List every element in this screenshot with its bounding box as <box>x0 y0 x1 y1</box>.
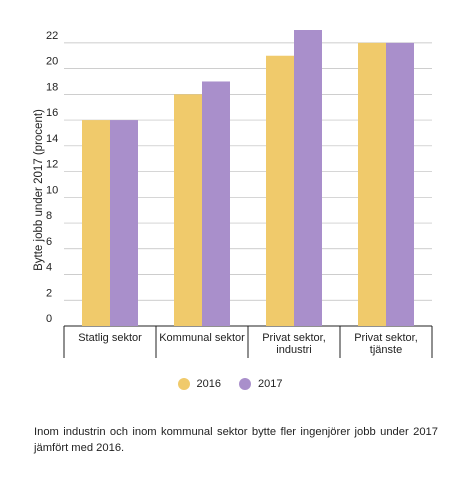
legend-swatch-2016 <box>177 378 190 390</box>
chart-caption: Inom industrin och inom kommunal sektor … <box>34 426 438 454</box>
bar-2016-2 <box>266 55 294 326</box>
y-tick-label: 20 <box>46 56 58 68</box>
category-label: Kommunal sektor <box>159 332 245 344</box>
y-tick-label: 8 <box>46 210 52 222</box>
y-tick-label: 10 <box>46 184 58 196</box>
bar-2017-2 <box>294 30 322 326</box>
y-tick-label: 14 <box>46 133 58 145</box>
bar-2017-0 <box>110 120 138 326</box>
legend-swatch-2017 <box>239 378 251 390</box>
bar-2017-1 <box>202 81 230 326</box>
y-tick-label: 0 <box>46 313 52 325</box>
y-tick-label: 4 <box>46 262 52 274</box>
bars <box>82 30 414 326</box>
category-label: Privat sektor, <box>354 332 418 344</box>
y-tick-label: 16 <box>46 107 58 119</box>
category-label: industri <box>276 344 311 356</box>
category-separators <box>63 326 433 358</box>
y-tick-label: 2 <box>46 287 52 299</box>
legend-label-2017: 2017 <box>258 378 283 390</box>
legend: 2016 2017 <box>0 378 460 390</box>
bar-2016-3 <box>358 42 386 326</box>
category-label: Statlig sektor <box>78 332 142 344</box>
y-tick-labels: 0 2 4 6 8 10 12 14 16 18 20 22 <box>46 30 58 325</box>
legend-label-2016: 2016 <box>196 378 221 390</box>
category-label: Privat sektor, <box>262 332 326 344</box>
legend-item-2016[interactable]: 2016 <box>177 378 221 390</box>
y-tick-label: 12 <box>46 159 58 171</box>
bar-2016-0 <box>82 120 110 326</box>
y-axis-label: Bytte jobb under 2017 (procent) <box>33 109 45 271</box>
y-tick-label: 18 <box>46 81 58 93</box>
category-label: tjänste <box>370 344 402 356</box>
y-tick-label: 22 <box>46 30 58 42</box>
bar-chart: 0 2 4 6 8 10 12 14 16 18 20 22 Statlig sektor Kommun… <box>33 30 433 358</box>
category-labels: Statlig sektor Kommunal sektor Privat sekt… <box>78 332 418 356</box>
legend-item-2017[interactable]: 2017 <box>239 378 282 390</box>
y-tick-label: 6 <box>46 236 52 248</box>
bar-2016-1 <box>174 94 202 326</box>
bar-2017-3 <box>386 42 414 326</box>
